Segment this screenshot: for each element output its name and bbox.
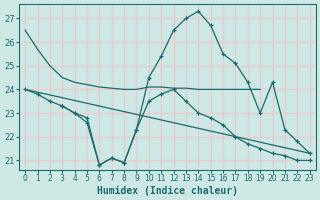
X-axis label: Humidex (Indice chaleur): Humidex (Indice chaleur) <box>97 186 238 196</box>
